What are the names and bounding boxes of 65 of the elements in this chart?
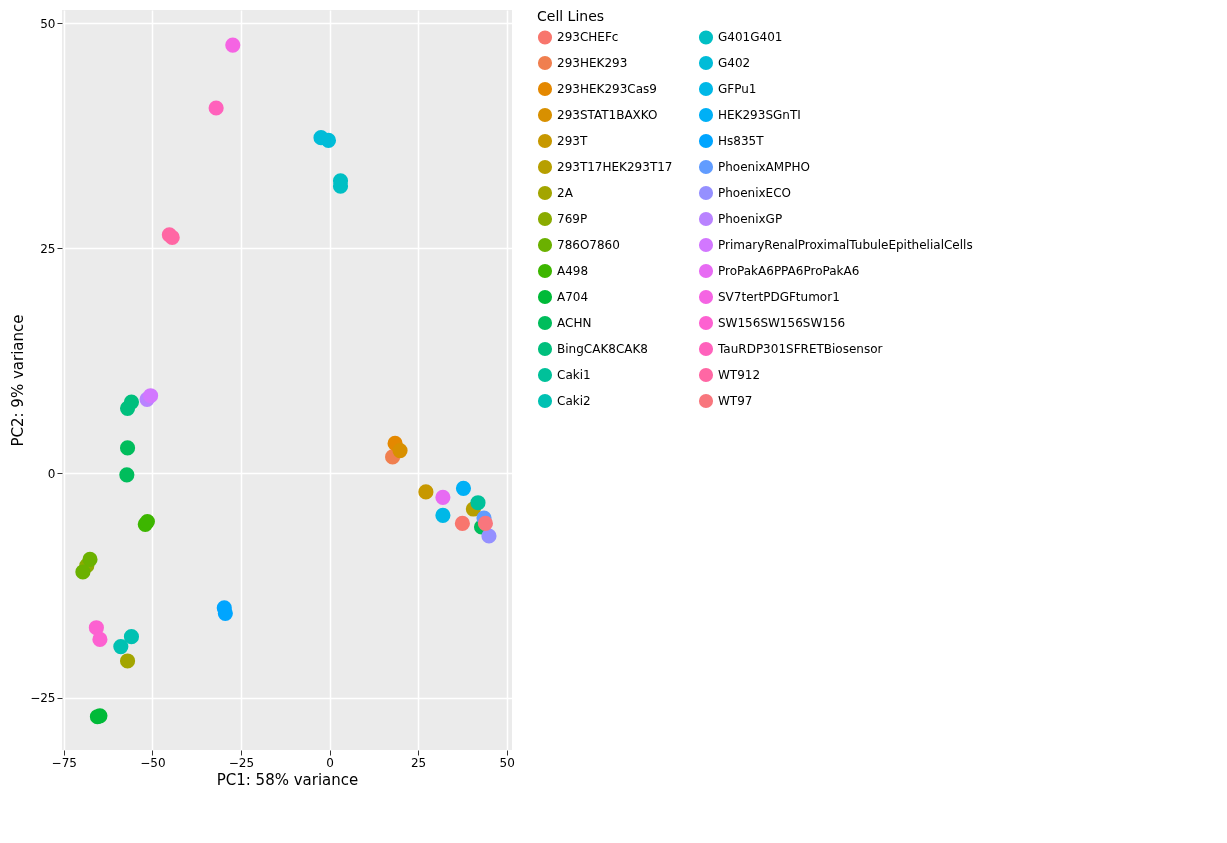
point (208, 100, 224, 116)
point (481, 528, 497, 544)
point (113, 639, 129, 655)
point (119, 400, 136, 416)
legend-label: ProPakA6PPA6ProPakA6 (718, 264, 860, 278)
point (123, 629, 140, 645)
legend-label: 293HEK293 (557, 56, 628, 70)
x-tick-label: 0 (326, 755, 334, 770)
point (75, 564, 91, 580)
x-tick-label: −75 (51, 755, 77, 770)
legend-label: WT912 (718, 368, 761, 382)
legend-label: Caki1 (557, 368, 591, 382)
legend-label: SV7tertPDGFtumor1 (718, 290, 840, 304)
legend-label: G402 (718, 56, 751, 70)
legend-label: ACHN (557, 316, 592, 330)
point (435, 489, 451, 505)
legend-label: 293HEK293Cas9 (557, 82, 657, 96)
x-tick-label: 25 (410, 755, 427, 770)
legend-label: WT97 (718, 394, 753, 408)
point (119, 467, 135, 483)
legend-label: PhoenixAMPHO (718, 160, 810, 174)
legend-label: 786O7860 (557, 238, 620, 252)
legend-label: SW156SW156SW156 (718, 316, 846, 330)
legend-title: Cell Lines (537, 8, 605, 24)
point (454, 515, 470, 531)
point (143, 388, 159, 404)
legend-label: 293T (557, 134, 588, 148)
y-tick-label: 0 (47, 466, 56, 481)
point (435, 507, 451, 523)
y-tick-label: 25 (40, 241, 56, 256)
legend-label: PhoenixGP (718, 212, 783, 226)
legend-label: 293CHEFc (557, 30, 619, 45)
x-tick-label: −50 (140, 755, 166, 770)
y-tick-label: −25 (30, 691, 56, 706)
point (225, 37, 241, 53)
legend-label: PrimaryRenalProximalTubuleEpithelialCells (718, 238, 973, 252)
legend-label: 293T17HEK293T17 (557, 160, 673, 174)
legend-label: 293STAT1BAXKO (557, 108, 658, 122)
legend-label: Hs835T (718, 134, 765, 148)
legend-label: A498 (557, 264, 589, 278)
point (418, 484, 434, 500)
point (119, 653, 136, 669)
legend-label: PhoenixECO (718, 186, 792, 200)
point (470, 495, 486, 511)
legend-label: Caki2 (557, 394, 591, 408)
x-axis-title: PC1: 58% variance (216, 770, 359, 789)
legend-label: A704 (557, 290, 589, 304)
y-axis-title: PC2: 9% variance (9, 314, 28, 447)
legend-label: G401G401 (718, 30, 783, 45)
point (455, 480, 472, 496)
legend-label: TauRDP301SFRETBiosensor (717, 342, 883, 356)
x-tick-label: 50 (499, 755, 515, 770)
legend-label: 769P (557, 212, 588, 226)
point (82, 551, 98, 567)
point (477, 515, 494, 531)
legend-label: 2A (557, 186, 574, 200)
point (119, 440, 136, 456)
point (320, 132, 337, 148)
point (92, 631, 108, 647)
point (392, 443, 408, 459)
legend-label: HEK293SGnTI (718, 108, 801, 122)
x-tick-label: −25 (228, 755, 255, 770)
y-tick-label: 50 (40, 16, 56, 31)
legend-label: BingCAK8CAK8 (557, 342, 648, 356)
legend-label: GFPu1 (718, 82, 757, 96)
